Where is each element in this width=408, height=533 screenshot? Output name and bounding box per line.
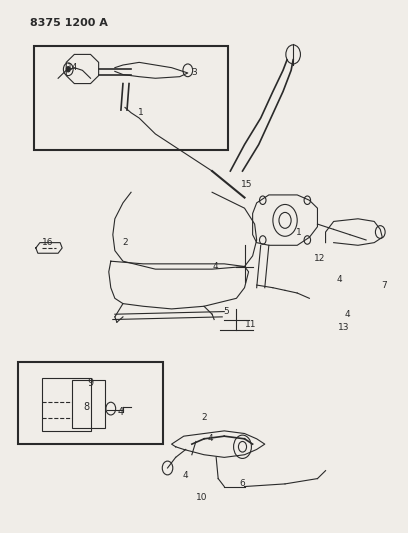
Text: 7: 7 xyxy=(381,280,387,289)
Text: 4: 4 xyxy=(337,275,343,284)
Bar xyxy=(72,381,105,428)
Text: 8: 8 xyxy=(83,402,89,412)
Text: 4: 4 xyxy=(345,310,350,319)
Text: 6: 6 xyxy=(239,479,245,488)
Text: 10: 10 xyxy=(196,492,208,502)
Text: 2: 2 xyxy=(201,413,207,422)
Text: 1: 1 xyxy=(138,108,144,117)
Text: 16: 16 xyxy=(42,238,54,247)
Text: 11: 11 xyxy=(245,320,256,329)
Text: 4: 4 xyxy=(207,434,213,443)
Text: 13: 13 xyxy=(338,323,350,332)
Bar xyxy=(18,362,164,444)
Text: 5: 5 xyxy=(224,307,229,316)
Bar xyxy=(34,46,228,150)
Text: 3: 3 xyxy=(191,68,197,77)
Text: 4: 4 xyxy=(118,407,124,417)
Text: 12: 12 xyxy=(314,254,325,263)
Text: 15: 15 xyxy=(241,180,252,189)
Text: 9: 9 xyxy=(87,378,93,388)
Text: 4: 4 xyxy=(183,471,188,480)
Text: 2: 2 xyxy=(122,238,128,247)
Text: 1: 1 xyxy=(296,228,302,237)
Text: 8375 1200 A: 8375 1200 A xyxy=(30,18,108,28)
Circle shape xyxy=(66,67,70,72)
Text: 4: 4 xyxy=(213,262,218,271)
Text: 14: 14 xyxy=(67,63,78,72)
Bar xyxy=(42,378,91,431)
